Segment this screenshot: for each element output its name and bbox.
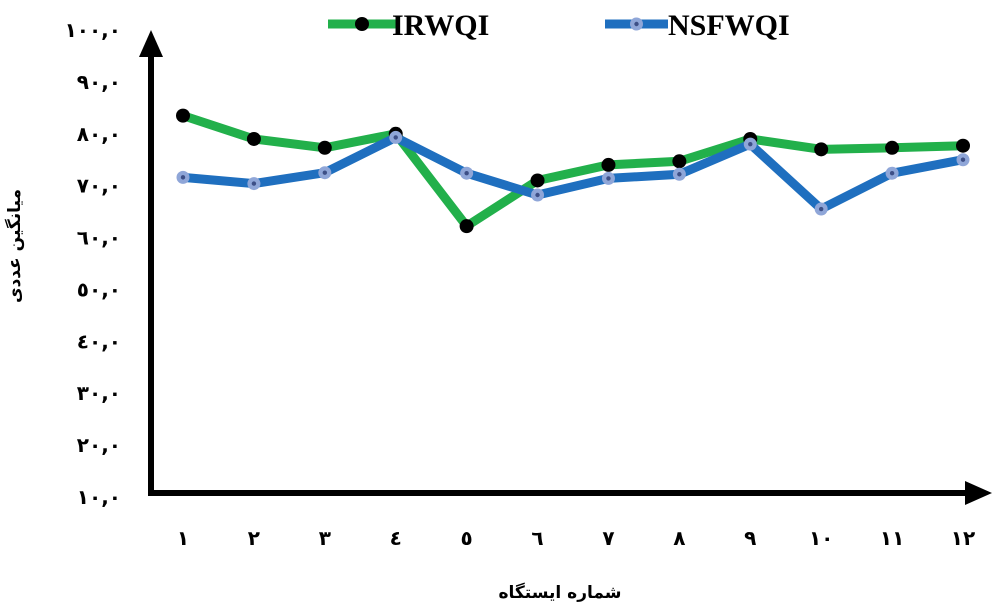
x-axis-title: شماره ایستگاه	[499, 582, 622, 603]
series-lines	[181, 111, 964, 233]
series-line-irwqi	[181, 111, 964, 233]
x-tick-label: ١٠	[809, 526, 833, 550]
y-tick-label: ٩٠,٠	[77, 70, 121, 94]
y-tick-label: ١٠٠,٠	[65, 18, 121, 42]
x-tick-label: ٤	[390, 526, 402, 550]
series-markers	[176, 108, 970, 234]
data-point-irwqi	[814, 142, 829, 157]
x-axis-ticks: ١ ٢ ٣ ٤ ٥ ٦ ٧ ٨ ٩ ١٠ ١١ ١٢	[177, 526, 975, 550]
legend-item-irwqi: IRWQI	[328, 9, 489, 42]
data-point-nsfwqi	[389, 130, 403, 144]
y-axis-title: میانگین عددی	[4, 189, 25, 303]
x-tick-label: ٨	[673, 526, 685, 550]
y-axis-ticks: ١٠,٠ ٢٠,٠ ٣٠,٠ ٤٠,٠ ٥٠,٠ ٦٠,٠ ٧٠,٠ ٨٠,٠ ٩٠,٠ ١٠٠,…	[65, 18, 121, 509]
x-tick-label: ٧	[602, 526, 614, 550]
axes	[139, 30, 992, 505]
data-point-nsfwqi	[672, 167, 686, 181]
data-point-nsfwqi	[885, 166, 899, 180]
legend: IRWQI NSFWQI	[328, 9, 790, 42]
data-point-irwqi	[459, 219, 474, 234]
data-point-nsfwqi	[247, 177, 261, 191]
data-point-irwqi	[956, 138, 970, 153]
y-tick-label: ٥٠,٠	[77, 277, 121, 301]
data-point-nsfwqi	[176, 170, 190, 184]
data-point-irwqi	[317, 140, 332, 155]
y-tick-label: ٢٠,٠	[77, 433, 121, 457]
data-point-irwqi	[530, 173, 545, 188]
data-point-nsfwqi	[956, 153, 970, 167]
x-tick-label: ١٢	[951, 526, 975, 550]
y-tick-label: ٣٠,٠	[77, 381, 121, 405]
data-point-nsfwqi	[460, 166, 474, 180]
data-point-irwqi	[176, 108, 190, 123]
data-point-irwqi	[672, 154, 687, 169]
x-tick-label: ٢	[248, 526, 260, 550]
x-tick-label: ١١	[880, 526, 904, 550]
x-tick-label: ٦	[531, 526, 543, 550]
data-point-nsfwqi	[531, 188, 545, 202]
y-tick-label: ١٠,٠	[77, 485, 121, 509]
legend-label: IRWQI	[392, 9, 489, 42]
x-tick-label: ٣	[319, 526, 331, 550]
legend-marker	[355, 17, 369, 31]
y-tick-label: ٨٠,٠	[77, 122, 121, 146]
legend-label: NSFWQI	[668, 9, 790, 42]
x-tick-label: ٩	[744, 526, 756, 550]
data-point-irwqi	[885, 140, 900, 155]
y-tick-label: ٧٠,٠	[77, 174, 121, 198]
data-point-irwqi	[246, 131, 261, 146]
legend-item-nsfwqi: NSFWQI	[605, 9, 790, 42]
data-point-nsfwqi	[814, 202, 828, 216]
data-point-nsfwqi	[601, 171, 615, 185]
x-tick-label: ٥	[461, 526, 473, 550]
data-point-nsfwqi	[743, 137, 757, 151]
y-axis-arrowhead	[139, 30, 163, 57]
x-axis-arrowhead	[965, 481, 992, 505]
y-tick-label: ٦٠,٠	[77, 226, 121, 250]
data-point-irwqi	[601, 157, 616, 172]
series-line-nsfwqi	[182, 132, 964, 215]
x-tick-label: ١	[177, 526, 189, 550]
data-point-nsfwqi	[318, 166, 332, 180]
y-tick-label: ٤٠,٠	[77, 329, 121, 353]
